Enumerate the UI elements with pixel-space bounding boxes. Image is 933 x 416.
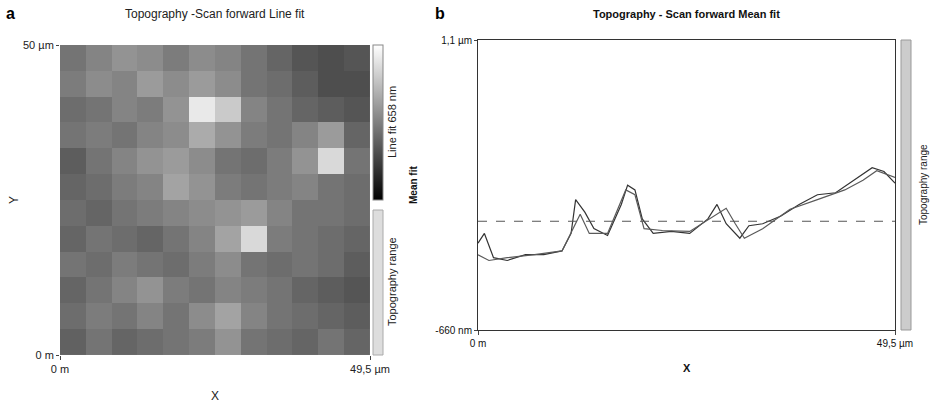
svg-text:Topography range: Topography range: [918, 144, 929, 225]
svg-text:Topography - Scan forward Mean: Topography - Scan forward Mean fit: [593, 8, 780, 20]
svg-text:b: b: [435, 5, 445, 22]
svg-text:0 m: 0 m: [35, 349, 53, 361]
svg-text:50 µm: 50 µm: [23, 39, 54, 51]
svg-text:Mean fit: Mean fit: [408, 166, 419, 204]
svg-text:0 m: 0 m: [51, 363, 69, 375]
svg-text:1,1 µm: 1,1 µm: [441, 35, 472, 46]
svg-text:Y: Y: [7, 196, 21, 204]
svg-text:49,5 µm: 49,5 µm: [877, 338, 913, 349]
svg-text:Topography -Scan forward Line: Topography -Scan forward Line fit: [125, 7, 305, 21]
svg-text:a: a: [6, 5, 15, 22]
svg-text:X: X: [683, 362, 691, 374]
svg-text:Line fit 658 nm: Line fit 658 nm: [386, 86, 398, 158]
svg-text:Topography range: Topography range: [386, 237, 398, 326]
svg-text:-660 nm: -660 nm: [435, 325, 472, 336]
svg-text:0 m: 0 m: [470, 338, 487, 349]
svg-text:X: X: [211, 389, 219, 403]
svg-text:49,5 µm: 49,5 µm: [350, 363, 390, 375]
